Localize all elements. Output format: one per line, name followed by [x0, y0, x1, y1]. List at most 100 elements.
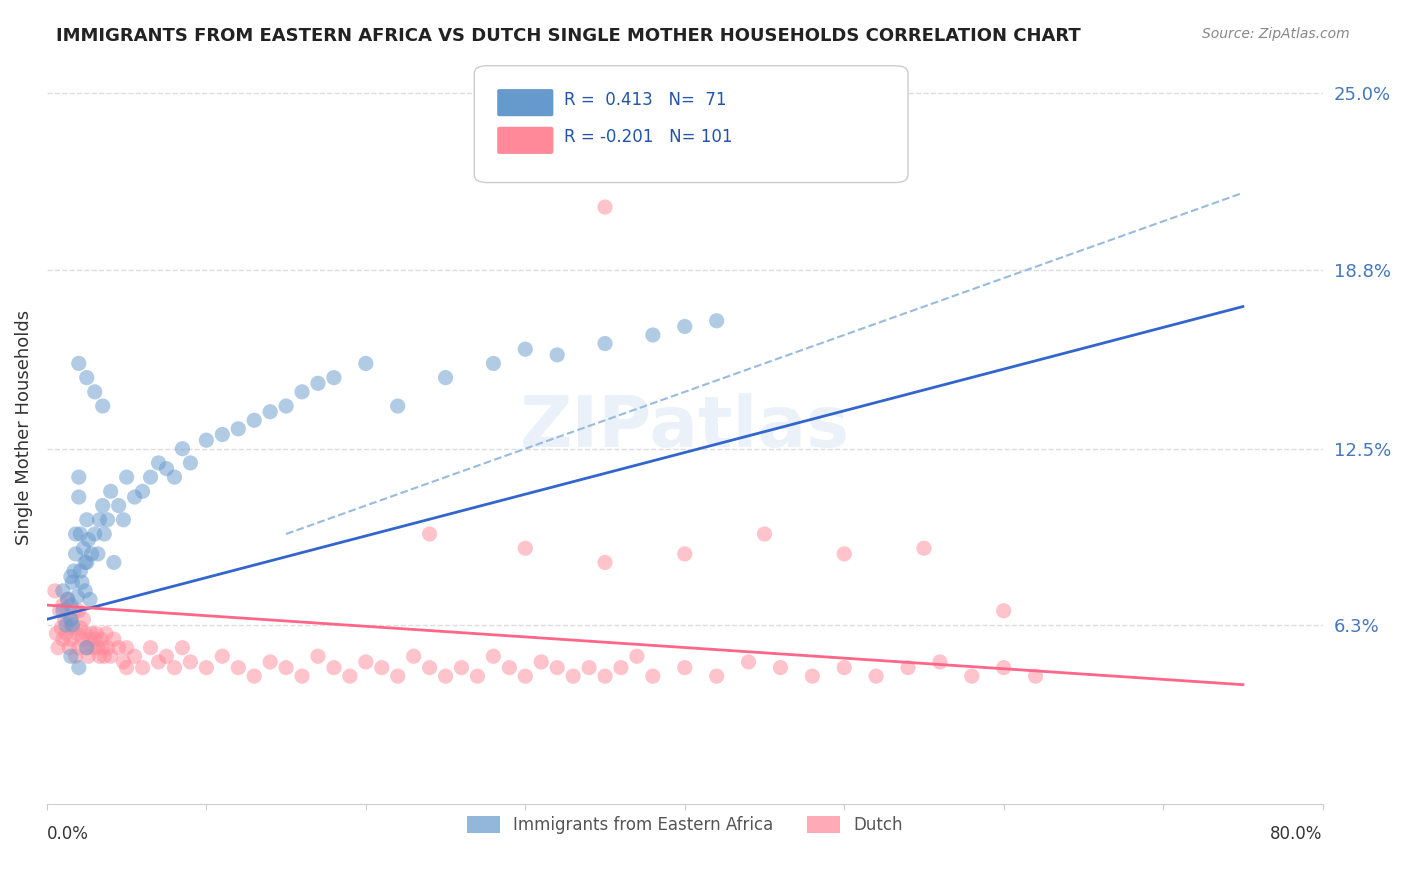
Dutch	[70, 632, 93, 647]
Dutch	[371, 660, 394, 674]
Immigrants from Eastern Africa	[195, 433, 218, 447]
Dutch	[66, 626, 89, 640]
Immigrants from Eastern Africa	[77, 533, 100, 547]
Dutch	[172, 640, 194, 655]
Dutch	[80, 626, 103, 640]
Dutch	[434, 669, 457, 683]
Immigrants from Eastern Africa	[211, 427, 233, 442]
Dutch	[546, 660, 568, 674]
Dutch	[769, 660, 792, 674]
Dutch	[291, 669, 314, 683]
Dutch	[515, 669, 537, 683]
Dutch	[112, 655, 135, 669]
Dutch	[339, 669, 361, 683]
FancyBboxPatch shape	[498, 89, 554, 116]
Immigrants from Eastern Africa	[52, 604, 75, 618]
Dutch	[673, 660, 696, 674]
Dutch	[63, 604, 86, 618]
Immigrants from Eastern Africa	[52, 583, 75, 598]
Legend: Immigrants from Eastern Africa, Dutch: Immigrants from Eastern Africa, Dutch	[460, 809, 910, 841]
Text: IMMIGRANTS FROM EASTERN AFRICA VS DUTCH SINGLE MOTHER HOUSEHOLDS CORRELATION CHA: IMMIGRANTS FROM EASTERN AFRICA VS DUTCH …	[56, 27, 1081, 45]
Dutch	[82, 640, 104, 655]
Immigrants from Eastern Africa	[131, 484, 153, 499]
Dutch	[515, 541, 537, 556]
Dutch	[139, 640, 162, 655]
Dutch	[75, 626, 97, 640]
Immigrants from Eastern Africa	[515, 342, 537, 356]
Immigrants from Eastern Africa	[79, 592, 101, 607]
Dutch	[59, 632, 82, 647]
Dutch	[100, 649, 122, 664]
Dutch	[51, 621, 73, 635]
Dutch	[60, 621, 83, 635]
Immigrants from Eastern Africa	[103, 556, 125, 570]
Immigrants from Eastern Africa	[60, 575, 83, 590]
Immigrants from Eastern Africa	[67, 356, 90, 370]
Immigrants from Eastern Africa	[80, 547, 103, 561]
Dutch	[259, 655, 281, 669]
Immigrants from Eastern Africa	[75, 556, 97, 570]
Dutch	[354, 655, 377, 669]
Text: 80.0%: 80.0%	[1270, 825, 1323, 843]
Immigrants from Eastern Africa	[63, 564, 86, 578]
Dutch	[226, 660, 249, 674]
Dutch	[450, 660, 472, 674]
Immigrants from Eastern Africa	[434, 370, 457, 384]
Dutch	[610, 660, 633, 674]
Text: R = -0.201   N= 101: R = -0.201 N= 101	[564, 128, 733, 146]
Immigrants from Eastern Africa	[148, 456, 170, 470]
Dutch	[79, 632, 101, 647]
Immigrants from Eastern Africa	[72, 541, 94, 556]
Dutch	[53, 612, 76, 626]
Dutch	[69, 621, 91, 635]
Immigrants from Eastern Africa	[243, 413, 266, 427]
Dutch	[1025, 669, 1047, 683]
Dutch	[897, 660, 920, 674]
Immigrants from Eastern Africa	[139, 470, 162, 484]
Dutch	[72, 612, 94, 626]
Immigrants from Eastern Africa	[67, 470, 90, 484]
Dutch	[832, 660, 855, 674]
Immigrants from Eastern Africa	[112, 513, 135, 527]
Dutch	[912, 541, 935, 556]
Dutch	[52, 598, 75, 612]
Text: Source: ZipAtlas.com: Source: ZipAtlas.com	[1202, 27, 1350, 41]
Dutch	[993, 660, 1015, 674]
Immigrants from Eastern Africa	[546, 348, 568, 362]
Immigrants from Eastern Africa	[76, 370, 98, 384]
Immigrants from Eastern Africa	[76, 640, 98, 655]
Dutch	[960, 669, 983, 683]
Dutch	[387, 669, 409, 683]
Immigrants from Eastern Africa	[75, 583, 97, 598]
Immigrants from Eastern Africa	[67, 490, 90, 504]
Dutch	[195, 660, 218, 674]
Dutch	[593, 200, 616, 214]
Immigrants from Eastern Africa	[59, 569, 82, 583]
Immigrants from Eastern Africa	[83, 527, 105, 541]
Immigrants from Eastern Africa	[96, 513, 118, 527]
Immigrants from Eastern Africa	[155, 461, 177, 475]
Dutch	[163, 660, 186, 674]
Immigrants from Eastern Africa	[354, 356, 377, 370]
Immigrants from Eastern Africa	[65, 527, 87, 541]
Dutch	[832, 547, 855, 561]
Dutch	[67, 604, 90, 618]
Immigrants from Eastern Africa	[59, 649, 82, 664]
Immigrants from Eastern Africa	[323, 370, 346, 384]
Dutch	[865, 669, 887, 683]
Dutch	[737, 655, 759, 669]
Immigrants from Eastern Africa	[56, 592, 79, 607]
Dutch	[211, 649, 233, 664]
Dutch	[65, 649, 87, 664]
Dutch	[56, 592, 79, 607]
Dutch	[706, 669, 728, 683]
Immigrants from Eastern Africa	[259, 405, 281, 419]
Dutch	[993, 604, 1015, 618]
Dutch	[498, 660, 520, 674]
Immigrants from Eastern Africa	[172, 442, 194, 456]
Immigrants from Eastern Africa	[87, 547, 110, 561]
Dutch	[124, 649, 146, 664]
Dutch	[93, 649, 115, 664]
Dutch	[48, 604, 70, 618]
Dutch	[641, 669, 664, 683]
